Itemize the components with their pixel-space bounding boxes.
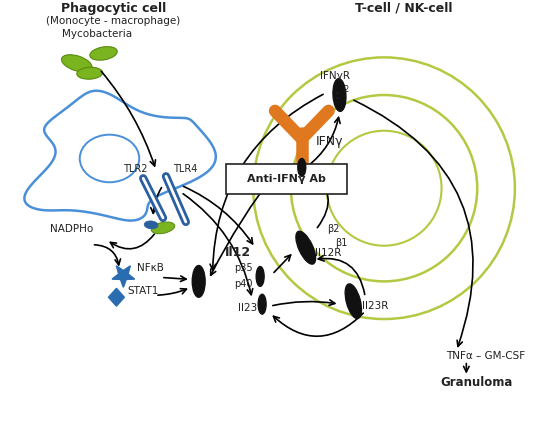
Ellipse shape: [296, 231, 316, 264]
Text: TLR2: TLR2: [123, 164, 148, 174]
Polygon shape: [108, 288, 124, 306]
Text: 2: 2: [344, 85, 349, 94]
Text: TLR4: TLR4: [173, 164, 197, 174]
Text: NFκB: NFκB: [137, 264, 164, 273]
Text: Il23: Il23: [238, 303, 258, 313]
Text: IFNγ: IFNγ: [316, 134, 344, 148]
Text: Granuloma: Granuloma: [440, 376, 512, 389]
FancyBboxPatch shape: [226, 164, 347, 194]
Text: Phagocytic cell: Phagocytic cell: [61, 2, 166, 15]
Ellipse shape: [192, 265, 205, 297]
Ellipse shape: [258, 294, 266, 314]
Text: NADPHo: NADPHo: [50, 224, 93, 234]
Text: 1: 1: [335, 92, 340, 101]
Text: T-cell / NK-cell: T-cell / NK-cell: [355, 2, 453, 15]
Text: β1: β1: [335, 238, 348, 248]
Ellipse shape: [152, 222, 175, 234]
Text: Il12R: Il12R: [315, 247, 341, 258]
Text: p35: p35: [234, 264, 253, 273]
Ellipse shape: [345, 284, 361, 318]
Ellipse shape: [77, 67, 103, 79]
Ellipse shape: [62, 55, 92, 72]
Polygon shape: [112, 266, 135, 287]
Text: Mycobacteria: Mycobacteria: [62, 28, 132, 39]
Text: β2: β2: [327, 224, 340, 234]
Text: Il23R: Il23R: [362, 301, 388, 311]
Ellipse shape: [256, 266, 264, 286]
Ellipse shape: [144, 221, 158, 229]
Text: TNFα – GM-CSF: TNFα – GM-CSF: [447, 351, 526, 361]
Ellipse shape: [90, 46, 117, 60]
Text: IFNγR: IFNγR: [320, 71, 350, 81]
Ellipse shape: [333, 79, 346, 111]
Text: (Monocyte - macrophage): (Monocyte - macrophage): [46, 16, 180, 26]
Ellipse shape: [298, 159, 306, 177]
Text: p40: p40: [234, 279, 253, 290]
Text: STAT1: STAT1: [127, 286, 159, 296]
Text: Il12: Il12: [224, 246, 251, 258]
Text: Anti-IFNγ Ab: Anti-IFNγ Ab: [248, 174, 326, 184]
